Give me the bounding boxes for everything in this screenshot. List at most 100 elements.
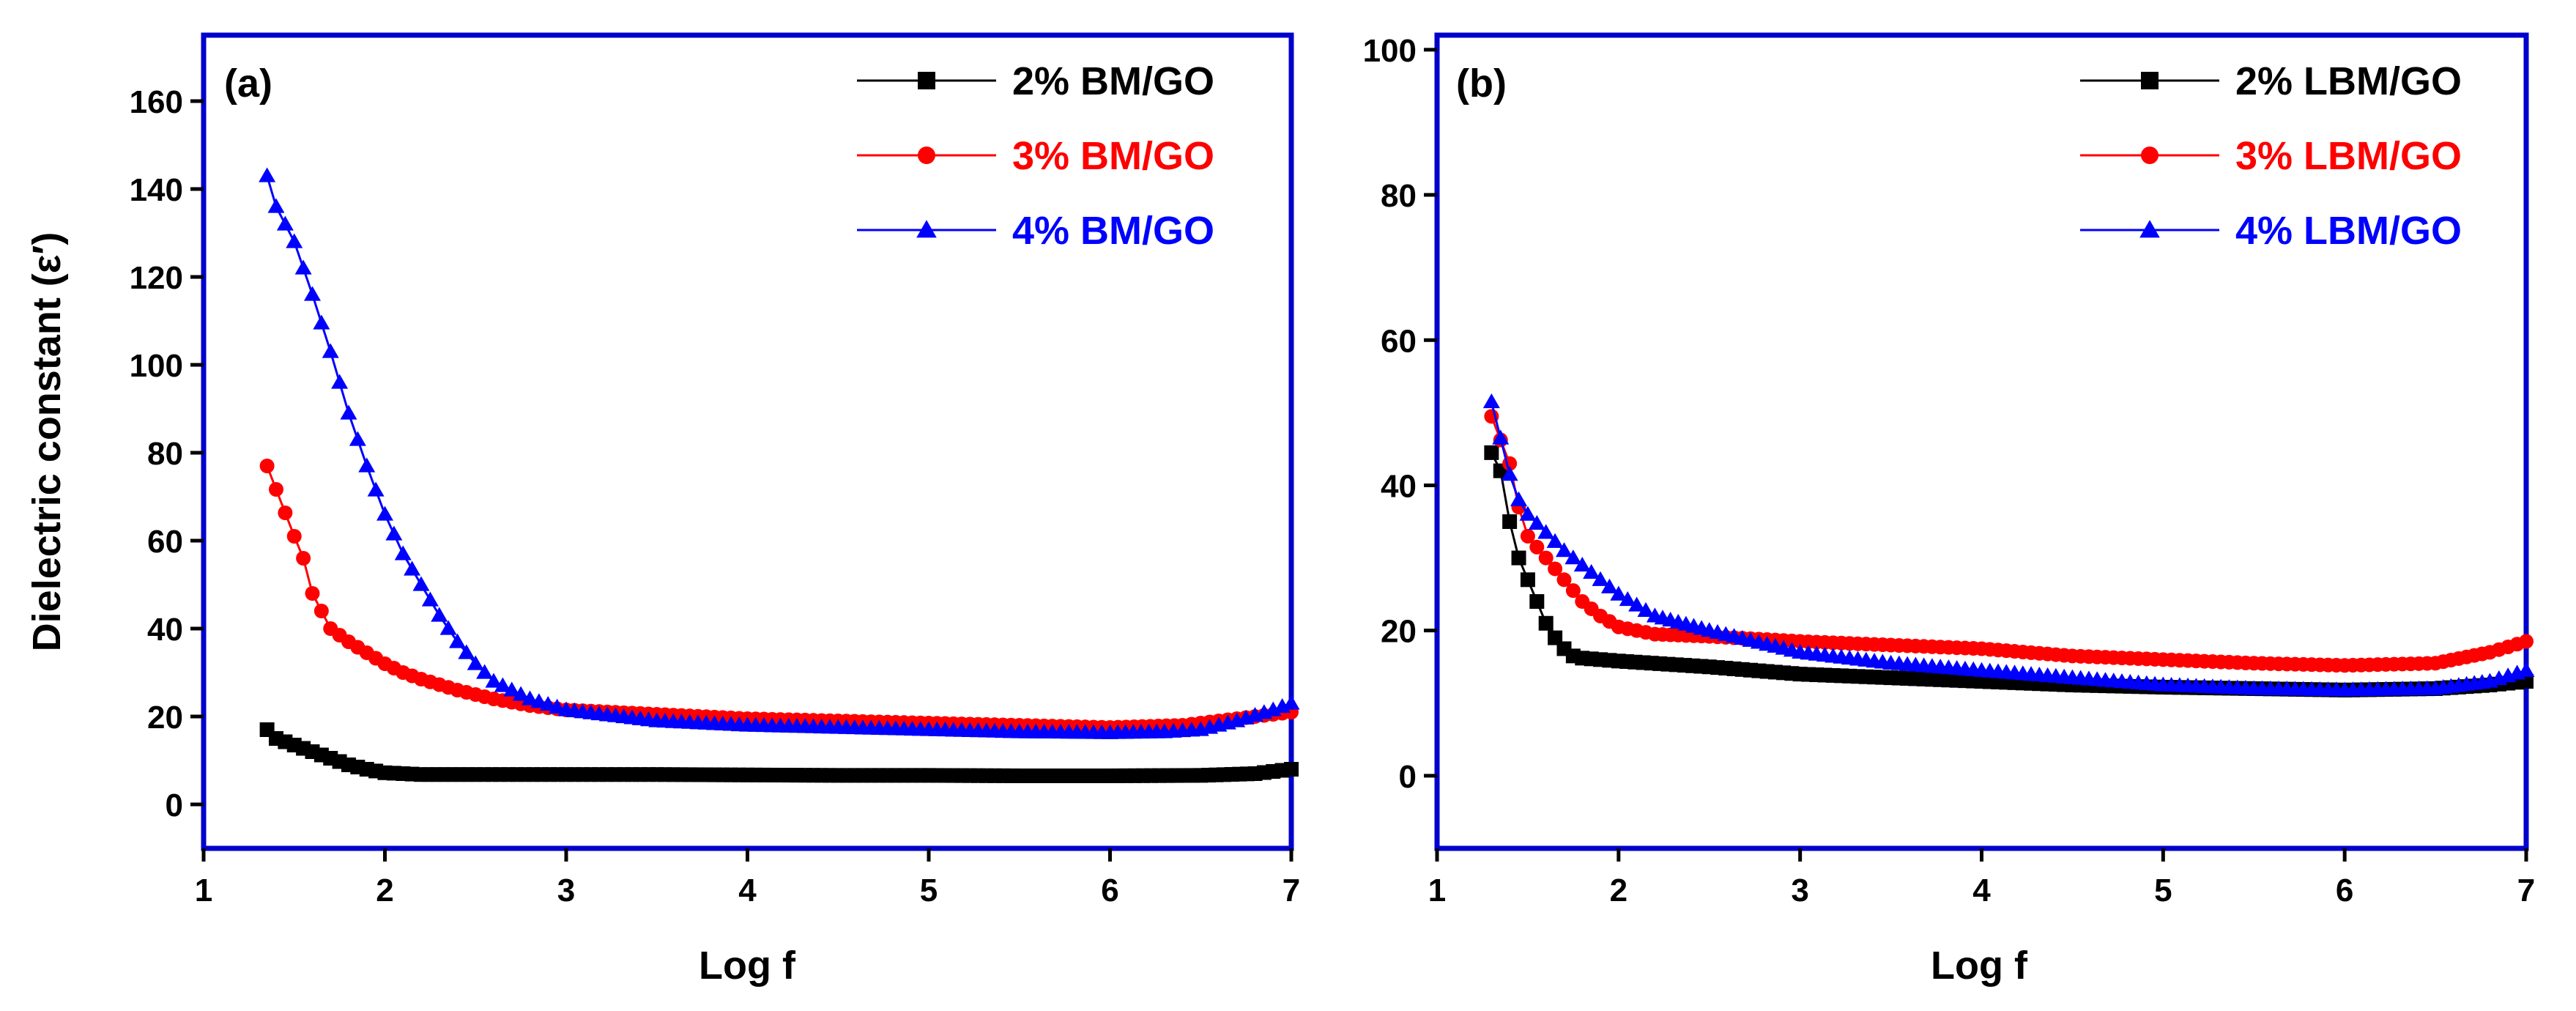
series-group-b (1482, 393, 2535, 697)
data-point (1538, 550, 1554, 566)
data-point (1583, 563, 1600, 579)
data-point (394, 545, 412, 560)
data-point (2517, 662, 2535, 677)
data-point (1564, 549, 1582, 565)
data-point (259, 167, 276, 182)
panel-label-b: (b) (1456, 62, 1507, 105)
legend-marker (918, 72, 935, 89)
data-point (269, 482, 283, 497)
x-tick-label: 5 (920, 873, 938, 908)
legend-a: 2% BM/GO 3% BM/GO 4% BM/GO (857, 59, 1214, 253)
x-tick-label: 6 (2336, 873, 2353, 908)
data-point (322, 343, 339, 358)
data-point (1520, 528, 1535, 544)
y-tick-label: 0 (166, 788, 183, 823)
legend-marker (916, 220, 937, 238)
x-tick-label: 6 (1101, 873, 1118, 908)
series-line (266, 175, 1292, 734)
chart-panel-b: (b) Log f 1 2 3 4 5 6 7 0 20 40 60 80 100 2% LBM/GO 3… (1363, 32, 2536, 988)
data-point (1610, 585, 1627, 601)
data-point (278, 506, 293, 520)
data-point (1511, 550, 1526, 566)
y-tick-label: 20 (147, 700, 183, 736)
data-point (431, 607, 448, 622)
data-point (485, 673, 502, 688)
data-point (458, 644, 475, 659)
data-point (286, 233, 303, 248)
x-tick-label: 3 (557, 873, 575, 908)
legend-marker (2141, 147, 2159, 164)
x-axis-label-a: Log f (699, 944, 796, 988)
data-point (1600, 578, 1618, 593)
data-point (340, 404, 357, 420)
data-point (1520, 572, 1535, 588)
x-tick-label: 4 (738, 873, 757, 908)
data-point (1592, 571, 1609, 586)
data-point (1510, 491, 1528, 506)
series-line (266, 465, 1292, 729)
legend-label: 3% LBM/GO (2235, 134, 2462, 178)
data-point (376, 506, 393, 521)
data-point (1529, 594, 1545, 610)
x-tick-label: 5 (2154, 873, 2172, 908)
data-point (421, 591, 439, 607)
data-point (512, 686, 530, 701)
data-point (313, 604, 329, 618)
data-point (385, 525, 403, 541)
data-point (1484, 445, 1499, 460)
data-point (494, 677, 511, 692)
data-point (404, 560, 421, 576)
data-point (1529, 539, 1545, 555)
y-tick-label: 60 (1381, 323, 1417, 359)
series-3 (1482, 393, 2535, 697)
y-tick-label: 0 (1399, 759, 1417, 795)
data-point (449, 633, 466, 648)
data-point (1538, 615, 1554, 631)
axis-ticks-b: 1 2 3 4 5 6 7 0 20 40 60 80 100 (1363, 33, 2536, 908)
data-point (467, 655, 484, 670)
legend-marker (2139, 220, 2160, 238)
data-point (1501, 466, 1518, 481)
x-tick-label: 3 (1791, 873, 1808, 908)
x-tick-label: 1 (1428, 873, 1446, 908)
series-3 (259, 167, 1300, 739)
legend-label: 3% BM/GO (1012, 134, 1214, 178)
data-point (476, 664, 494, 679)
data-point (1637, 601, 1655, 618)
x-tick-label: 7 (2517, 873, 2535, 908)
data-point (331, 374, 349, 389)
data-point (1492, 429, 1510, 445)
data-point (1519, 506, 1537, 521)
data-point (259, 459, 275, 473)
data-point (539, 696, 557, 711)
data-point (1555, 542, 1573, 558)
data-point (1548, 561, 1563, 577)
x-tick-label: 1 (195, 873, 212, 908)
data-point (349, 431, 366, 446)
legend-b: 2% LBM/GO 3% LBM/GO 4% LBM/GO (2080, 59, 2462, 253)
x-tick-label: 2 (376, 873, 393, 908)
data-point (358, 457, 376, 473)
data-point (549, 698, 566, 714)
y-axis-label-a: Dielectric constant (ε′) (25, 232, 69, 652)
data-point (294, 259, 312, 275)
data-point (296, 551, 311, 566)
data-point (503, 681, 521, 697)
y-tick-label: 160 (130, 84, 183, 120)
data-point (412, 576, 430, 591)
series-2 (1484, 409, 2534, 673)
chart-panel-a: (a) Log f Dielectric constant (ε′) 1 2 3 4 5… (25, 32, 1300, 988)
data-point (1284, 762, 1299, 777)
y-tick-label: 80 (1381, 178, 1417, 214)
data-point (305, 586, 320, 601)
data-point (521, 690, 538, 706)
series-2 (259, 459, 1299, 735)
data-point (2519, 634, 2534, 649)
x-tick-label: 7 (1283, 873, 1300, 908)
data-point (1537, 524, 1555, 539)
y-tick-label: 120 (130, 260, 183, 296)
data-point (267, 198, 285, 213)
y-tick-label: 40 (1381, 468, 1417, 504)
data-point (1528, 514, 1545, 530)
